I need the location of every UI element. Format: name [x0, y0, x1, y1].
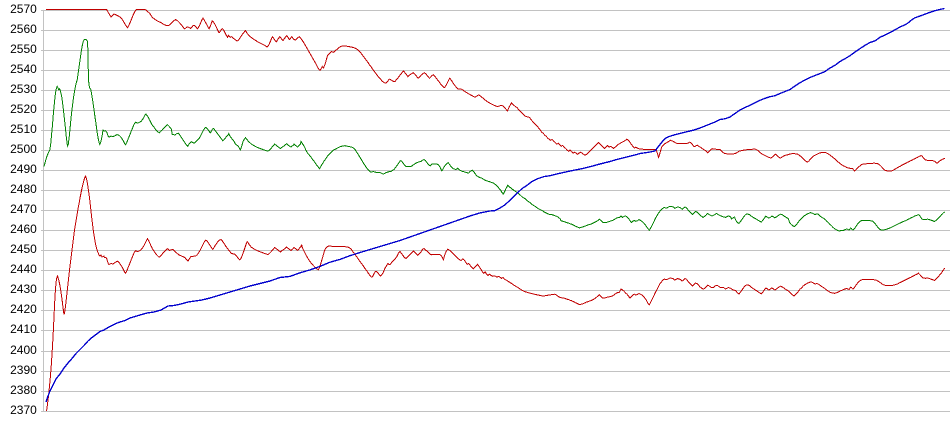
svg-text:2570: 2570: [10, 2, 37, 16]
svg-text:2500: 2500: [10, 142, 37, 156]
svg-text:2460: 2460: [10, 222, 37, 236]
svg-text:2440: 2440: [10, 262, 37, 276]
svg-text:2370: 2370: [10, 403, 37, 417]
svg-text:2470: 2470: [10, 202, 37, 216]
svg-text:2410: 2410: [10, 322, 37, 336]
svg-text:2420: 2420: [10, 302, 37, 316]
svg-text:2520: 2520: [10, 102, 37, 116]
svg-text:2380: 2380: [10, 383, 37, 397]
svg-text:2450: 2450: [10, 242, 37, 256]
svg-text:2400: 2400: [10, 343, 37, 357]
svg-text:2480: 2480: [10, 182, 37, 196]
svg-text:2490: 2490: [10, 162, 37, 176]
svg-text:2530: 2530: [10, 82, 37, 96]
svg-text:2430: 2430: [10, 282, 37, 296]
svg-text:2510: 2510: [10, 122, 37, 136]
svg-text:2540: 2540: [10, 62, 37, 76]
svg-text:2390: 2390: [10, 363, 37, 377]
svg-text:2560: 2560: [10, 22, 37, 36]
svg-text:2550: 2550: [10, 42, 37, 56]
